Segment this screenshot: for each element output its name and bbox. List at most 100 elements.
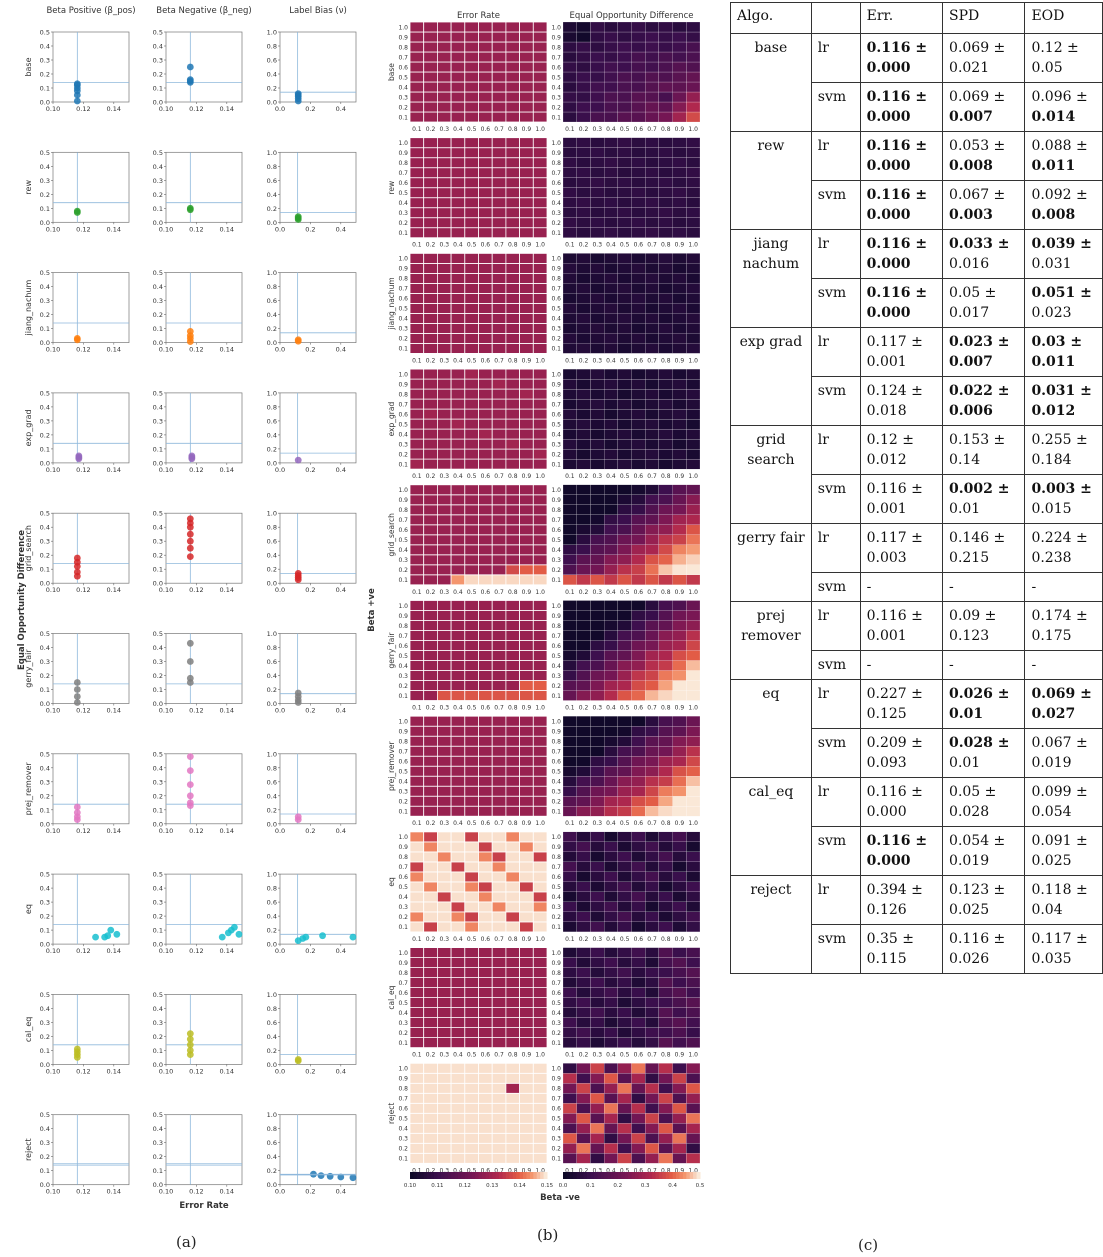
heat-y-tick: 0.9 xyxy=(551,497,561,504)
heatmap-cell xyxy=(603,680,618,691)
heat-x-tick: 0.5 xyxy=(467,589,477,596)
y-tick-label: 0.2 xyxy=(267,85,277,93)
heatmap-cell xyxy=(562,736,577,747)
heatmap-cell xyxy=(617,947,632,958)
value-std: 0.01 xyxy=(949,501,981,517)
heatmap-cell xyxy=(491,871,507,883)
heatmap-cell xyxy=(423,725,438,737)
value-mean: 0.092 ± xyxy=(1031,187,1088,203)
heatmap-cell xyxy=(686,736,701,747)
heatmap-cell xyxy=(672,1073,687,1084)
colorbar-step xyxy=(566,1172,571,1179)
heatmap-cell xyxy=(645,690,660,701)
heatmap-cell xyxy=(686,21,701,33)
heat-y-tick: 0.8 xyxy=(398,854,408,861)
heat-y-tick: 1.0 xyxy=(551,1066,561,1073)
y-tick-label: 0.4 xyxy=(153,403,163,411)
heatmap-cell xyxy=(505,544,520,556)
plot-frame xyxy=(52,272,130,343)
heatmap-cell xyxy=(450,534,466,546)
heatmap-cell xyxy=(464,660,479,671)
heatmap-cell xyxy=(436,51,452,63)
heatmap-rew-err: 0.10.20.30.40.50.60.70.80.91.00.1 0.2 0.3 0… xyxy=(387,137,548,249)
heatmap-cell xyxy=(603,31,618,43)
heatmap-cell xyxy=(491,217,507,229)
heat-y-tick: 1.0 xyxy=(398,140,408,147)
heatmap-cell xyxy=(617,1073,632,1084)
heat-y-tick: 0.8 xyxy=(551,391,561,398)
heatmap-cell xyxy=(505,1082,520,1094)
heatmap-cell xyxy=(617,494,632,505)
heatmap-cell xyxy=(617,736,632,747)
heat-x-tick: 0.1 xyxy=(412,820,422,827)
heatmap-cell xyxy=(631,313,646,324)
plot-frame xyxy=(52,633,130,704)
heatmap-cell xyxy=(603,399,618,410)
heatmap-cell xyxy=(576,574,591,585)
heatmap-cell xyxy=(423,252,438,264)
heatmap-cell xyxy=(423,1017,438,1028)
heatmap-cell xyxy=(409,841,425,853)
heatmap-cell xyxy=(590,21,605,33)
heatmap-cell xyxy=(505,947,520,958)
heatmap-cell xyxy=(423,514,438,526)
heatmap-cell xyxy=(603,1063,618,1074)
row-label-a: gerry_fair xyxy=(24,649,33,688)
heat-y-tick: 1.0 xyxy=(398,256,408,263)
heatmap-cell xyxy=(631,283,646,294)
heatmap-cell xyxy=(491,554,507,566)
heatmap-cell xyxy=(590,806,605,817)
heatmap-cell xyxy=(590,554,605,565)
heatmap-cell xyxy=(478,957,493,968)
heat-x-tick: 0.3 xyxy=(439,357,449,364)
heatmap-cell xyxy=(464,292,479,304)
heatmap-cell xyxy=(686,997,701,1008)
heatmap-cell xyxy=(505,1112,520,1124)
heatmap-cell xyxy=(505,187,520,199)
y-tick-label: 0.5 xyxy=(40,29,50,37)
heat-x-tick: 1.0 xyxy=(688,936,698,943)
heatmap-cell xyxy=(478,891,493,903)
heatmap-cell xyxy=(562,1037,577,1048)
heatmap-cell xyxy=(576,61,591,73)
heat-x-tick: 0.9 xyxy=(675,357,685,364)
heatmap-cell xyxy=(505,851,520,863)
heatmap-cell xyxy=(617,544,632,555)
heatmap-cell xyxy=(576,81,591,93)
heatmap-cell xyxy=(491,1072,507,1084)
heatmap-cell xyxy=(631,177,646,188)
heatmap-cell xyxy=(532,187,548,199)
heatmap-cell xyxy=(645,459,660,470)
heatmap-cell xyxy=(532,101,548,113)
heatmap-cell xyxy=(617,726,632,737)
heatmap-cell xyxy=(423,600,438,611)
col-title-a: Beta Negative (β_neg) xyxy=(156,6,251,16)
heatmap-cell xyxy=(686,746,701,757)
heatmap-cell xyxy=(450,342,466,354)
heatmap-cell xyxy=(658,806,673,817)
heatmap-cell xyxy=(590,101,605,113)
heat-x-tick: 0.3 xyxy=(592,820,602,827)
heat-y-tick: 1.0 xyxy=(551,950,561,957)
heatmap-cell xyxy=(603,851,618,863)
colorbar-step xyxy=(658,1172,663,1179)
heatmap-cell xyxy=(686,217,701,228)
heatmap-cell xyxy=(672,1143,687,1154)
heatmap-cell xyxy=(436,428,452,440)
heatmap-cell xyxy=(478,640,493,651)
heatmap-cell xyxy=(436,1102,452,1114)
heatmap-cell xyxy=(576,1153,591,1164)
heatmap-cell xyxy=(436,640,452,651)
heatmap-cell xyxy=(645,177,660,188)
heatmap-cell xyxy=(491,272,507,284)
heatmap-cell xyxy=(631,61,646,73)
algo-cell: rew xyxy=(730,131,812,230)
heat-y-tick: 0.4 xyxy=(551,894,561,901)
heatmap-cell xyxy=(603,147,618,158)
heatmap-cell xyxy=(672,514,687,525)
heatmap-cell xyxy=(658,911,673,923)
heatmap-cell xyxy=(423,957,438,968)
heatmap-cell xyxy=(562,504,577,515)
heatmap-cell xyxy=(519,630,534,641)
heatmap-cell xyxy=(491,1092,507,1104)
